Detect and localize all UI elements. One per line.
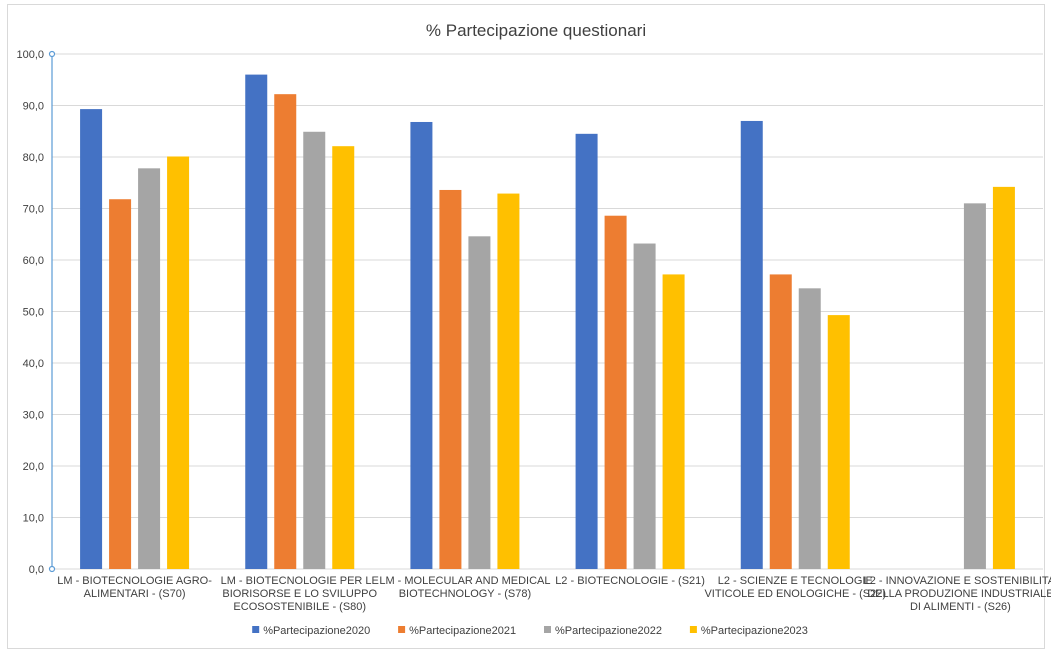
legend-swatch	[252, 626, 260, 633]
category-label: LM - MOLECULAR AND MEDICAL BIOTECHNOLOGY …	[379, 575, 550, 600]
y-tick-label: 10,0	[23, 513, 44, 525]
y-tick-label: 30,0	[23, 410, 44, 422]
bar-%Partecipazione2021-4	[769, 274, 792, 569]
y-tick-label: 90,0	[23, 101, 44, 113]
legend-swatch	[689, 626, 697, 633]
y-axis-handle-bottom	[48, 565, 56, 573]
y-tick-label: 60,0	[23, 255, 44, 267]
category-label: L2 - BIOTECNOLOGIE - (S21)	[555, 575, 705, 587]
bar-%Partecipazione2022-1	[303, 131, 326, 569]
legend-label: %Partecipazione2022	[555, 625, 662, 637]
y-axis-handle-top	[48, 50, 56, 58]
y-tick-label: 70,0	[23, 204, 44, 216]
category-label-line: L2 - SCIENZE E TECNOLOGIE	[718, 575, 873, 587]
category-label-line: LM - MOLECULAR AND MEDICAL	[379, 575, 550, 587]
y-axis-ticks: 0,0 10,0 20,0 30,0 40,0 50,0 60,0 70,0 80,0 90,0 1…	[16, 49, 44, 576]
category-label-line: LM - BIOTECNOLOGIE AGRO-	[57, 575, 212, 587]
category-label: LM - BIOTECNOLOGIE PER LE BIORISORSE E LO…	[221, 575, 379, 613]
category-label-line: L2 - BIOTECNOLOGIE - (S21)	[555, 575, 705, 587]
y-tick-label: 80,0	[23, 152, 44, 164]
category-label: L2 - SCIENZE E TECNOLOGIE VITICOLE ED ENO…	[704, 575, 886, 600]
y-tick-label: 50,0	[23, 307, 44, 319]
y-tick-label: 100,0	[16, 49, 44, 61]
bar-%Partecipazione2023-4	[827, 315, 850, 569]
category-label: L2 - INNOVAZIONE E SOSTENIBILITA' DELLA P…	[864, 575, 1051, 613]
legend-label: %Partecipazione2020	[263, 625, 370, 637]
x-axis-categories: LM - BIOTECNOLOGIE AGRO-ALIMENTARI - (S7…	[57, 575, 1051, 613]
y-tick-label: 40,0	[23, 358, 44, 370]
y-tick-label: 20,0	[23, 461, 44, 473]
bar-%Partecipazione2023-1	[332, 146, 355, 569]
legend-swatch	[398, 626, 406, 633]
legend-swatch	[544, 626, 551, 633]
bar-%Partecipazione2022-5	[963, 203, 986, 569]
bar-%Partecipazione2022-0	[138, 168, 161, 569]
category-label-line: BIORISORSE E LO SVILUPPO	[222, 588, 377, 600]
category-label-line: LM - BIOTECNOLOGIE PER LE	[221, 575, 379, 587]
category-label: LM - BIOTECNOLOGIE AGRO-ALIMENTARI - (S7…	[57, 575, 212, 600]
bar-%Partecipazione2021-3	[604, 215, 627, 569]
bar-%Partecipazione2020-0	[80, 109, 103, 569]
legend-label: %Partecipazione2023	[701, 625, 808, 637]
bar-%Partecipazione2020-3	[575, 133, 598, 569]
category-label-line: ECOSOSTENIBILE - (S80)	[233, 601, 366, 613]
legend-label: %Partecipazione2021	[409, 625, 516, 637]
y-tick-label: 0,0	[29, 564, 44, 576]
category-label-line: DI ALIMENTI - (S26)	[910, 601, 1011, 613]
category-label-line: BIOTECHNOLOGY - (S78)	[399, 588, 531, 600]
category-label-line: ALIMENTARI - (S70)	[84, 588, 186, 600]
bar-%Partecipazione2022-3	[633, 243, 656, 569]
bar-%Partecipazione2023-0	[167, 156, 190, 570]
bar-%Partecipazione2023-5	[992, 186, 1015, 569]
bar-%Partecipazione2021-0	[109, 199, 132, 570]
bar-%Partecipazione2022-2	[468, 236, 491, 569]
gridlines	[48, 50, 1043, 573]
category-label-line: DELLA PRODUZIONE INDUSTRIALE	[867, 588, 1051, 600]
bar-%Partecipazione2023-2	[497, 193, 520, 569]
bar-%Partecipazione2021-1	[274, 94, 297, 570]
bar-%Partecipazione2023-3	[662, 274, 685, 569]
chart-title: % Partecipazione questionari	[426, 21, 646, 40]
legend: %Partecipazione2020 %Partecipazione2021 %P…	[252, 625, 808, 637]
bars	[80, 74, 1015, 570]
bar-%Partecipazione2020-1	[245, 74, 268, 569]
category-label-line: VITICOLE ED ENOLOGICHE - (S22)	[704, 588, 886, 600]
bar-%Partecipazione2020-2	[410, 121, 433, 569]
category-label-line: L2 - INNOVAZIONE E SOSTENIBILITA'	[864, 575, 1051, 587]
bar-%Partecipazione2021-2	[439, 189, 462, 569]
bar-%Partecipazione2022-4	[798, 288, 821, 569]
bar-%Partecipazione2020-4	[740, 120, 763, 569]
